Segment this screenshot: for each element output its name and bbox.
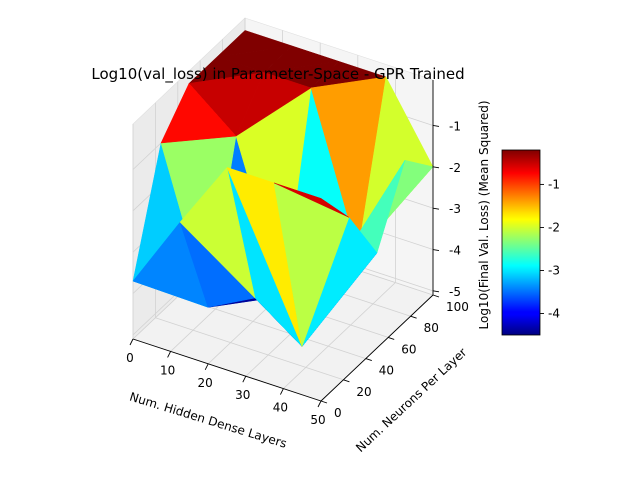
y-tick-mark (320, 400, 328, 404)
z-axis-label: Log10(Final Val. Loss) (Mean Squared) (477, 100, 491, 329)
colorbar-tick-label: -2 (548, 220, 560, 234)
surface-mesh (132, 30, 434, 347)
y-axis-line (320, 294, 434, 402)
y-tick-label: 40 (379, 364, 394, 378)
z-tick-label: -4 (449, 244, 461, 258)
z-tick-mark (432, 290, 440, 293)
x-tick-mark (167, 351, 172, 358)
surface-facet (160, 83, 237, 144)
x-tick-mark (204, 363, 209, 371)
z-tick-label: -5 (449, 285, 461, 299)
x-tick-label: 0 (126, 351, 134, 365)
x-tick-label: 10 (160, 363, 175, 377)
y-tick-label: 80 (424, 321, 439, 335)
z-tick-label: -3 (449, 202, 461, 216)
y-tick-label: 0 (334, 406, 342, 420)
z-tick-mark (432, 125, 440, 127)
x-tick-mark (279, 388, 284, 395)
y-tick-mark (343, 379, 350, 383)
x-tick-mark (242, 375, 247, 383)
x-gridline-floor (283, 282, 396, 389)
z-tick-mark (432, 166, 440, 169)
axis-lines (132, 80, 434, 402)
colorbar-tick-label: -1 (548, 177, 560, 191)
colorbar (501, 149, 541, 336)
z-tick-label: -2 (449, 161, 461, 175)
colorbar-tick-label: -4 (548, 306, 560, 320)
x-axis-ticks: 0 10 20 30 40 50 (126, 338, 326, 427)
z-tick-mark (432, 249, 440, 251)
x-tick-label: 20 (198, 376, 213, 390)
surface-facet (179, 167, 256, 299)
y-axis-ticks: 0 20 40 60 80 100 (320, 294, 469, 420)
y-gridline-floor (155, 317, 344, 381)
surface-facet (273, 182, 350, 218)
x-tick-label: 30 (235, 388, 250, 402)
y-tick-label: 20 (356, 385, 371, 399)
y-tick-label: 60 (401, 342, 416, 356)
x-tick-label: 50 (310, 413, 325, 427)
y-tick-label: 100 (446, 300, 469, 314)
x-axis-line (132, 338, 322, 402)
surface-facet (235, 72, 312, 137)
colorbar-ticks: -4 -3 -2 -1 (540, 177, 560, 320)
y-tick-mark (365, 358, 372, 362)
y-tick-mark (432, 294, 440, 298)
z-tick-mark (432, 207, 440, 210)
x-tick-mark (129, 338, 134, 346)
colorbar-tick-label: -3 (548, 263, 560, 277)
x-tick-label: 40 (273, 401, 288, 415)
z-tick-label: -1 (449, 119, 461, 133)
chart-title: Log10(val_loss) in Parameter-Space - GPR… (91, 65, 464, 84)
z-axis-ticks: -5 -4 -3 -2 -1 (432, 119, 461, 299)
y-tick-mark (410, 315, 417, 319)
y-tick-mark (388, 336, 395, 340)
x-tick-mark (317, 400, 322, 408)
